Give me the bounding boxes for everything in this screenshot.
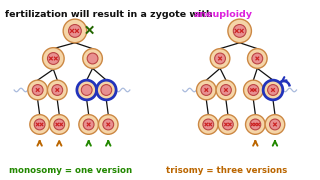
Circle shape (83, 49, 102, 68)
Circle shape (97, 80, 116, 100)
Circle shape (233, 24, 246, 37)
Circle shape (210, 49, 230, 68)
Circle shape (198, 115, 218, 134)
Text: aneuploidy: aneuploidy (194, 10, 252, 19)
Circle shape (47, 80, 67, 100)
Circle shape (81, 85, 92, 95)
Circle shape (215, 53, 226, 64)
Circle shape (250, 119, 261, 130)
Circle shape (83, 119, 94, 130)
Circle shape (87, 53, 98, 64)
Circle shape (99, 115, 118, 134)
Circle shape (222, 119, 233, 130)
Circle shape (268, 85, 278, 95)
Circle shape (101, 85, 112, 95)
Circle shape (103, 119, 114, 130)
Circle shape (244, 80, 263, 100)
Circle shape (265, 115, 285, 134)
Circle shape (216, 80, 236, 100)
Text: monosomy = one version: monosomy = one version (9, 166, 132, 175)
Circle shape (269, 119, 280, 130)
Circle shape (49, 115, 69, 134)
Circle shape (63, 19, 87, 43)
Circle shape (252, 53, 263, 64)
Circle shape (52, 85, 63, 95)
Circle shape (54, 119, 65, 130)
Circle shape (43, 48, 64, 69)
Circle shape (245, 115, 265, 134)
Circle shape (220, 85, 231, 95)
Circle shape (196, 80, 216, 100)
Circle shape (201, 85, 212, 95)
Circle shape (247, 49, 267, 68)
Circle shape (218, 115, 238, 134)
Circle shape (77, 80, 97, 100)
Circle shape (34, 119, 45, 130)
Text: fertilization will result in a zygote with: fertilization will result in a zygote wi… (5, 10, 216, 19)
Circle shape (28, 80, 47, 100)
Circle shape (203, 119, 214, 130)
Circle shape (79, 115, 99, 134)
Circle shape (47, 53, 59, 64)
Circle shape (263, 80, 283, 100)
Circle shape (32, 85, 43, 95)
Circle shape (68, 24, 81, 37)
Text: trisomy = three versions: trisomy = three versions (166, 166, 287, 175)
Circle shape (30, 115, 49, 134)
Circle shape (228, 19, 252, 43)
Circle shape (248, 85, 259, 95)
